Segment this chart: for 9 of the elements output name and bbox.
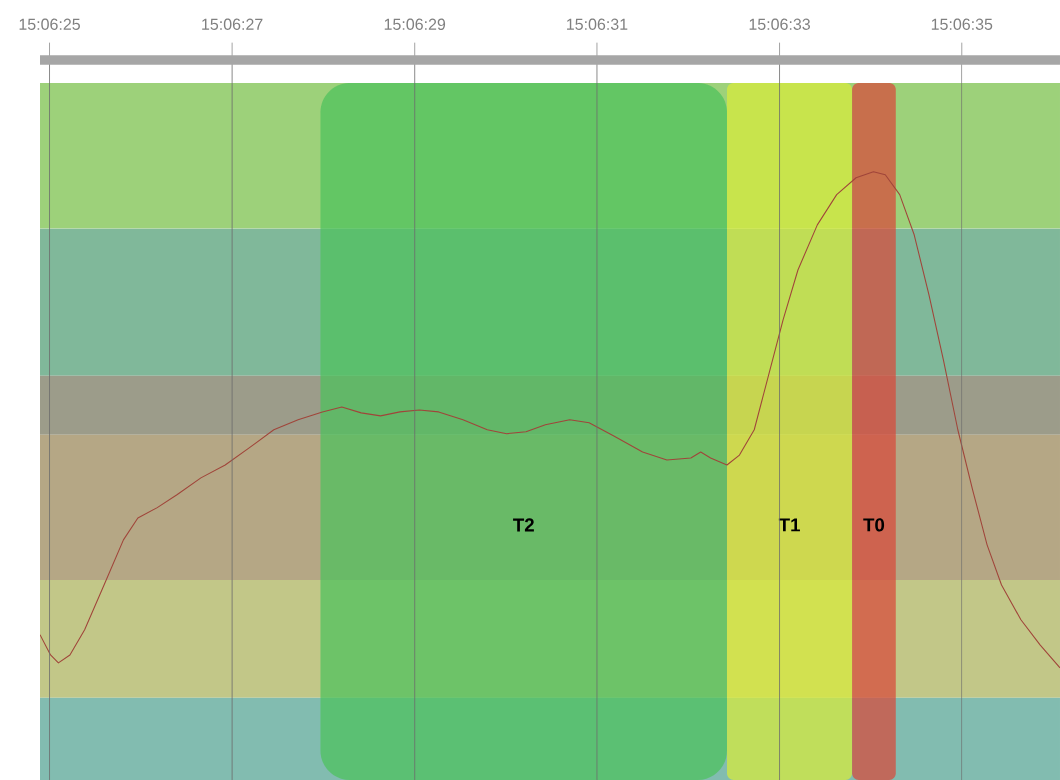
band-label: T1: [778, 518, 800, 532]
x-tick-label: 15:06:27: [202, 18, 263, 30]
band-label: T2: [513, 518, 534, 532]
x-tick-label: 15:06:35: [931, 18, 993, 30]
x-tick-label: 15:06:31: [567, 18, 628, 30]
band-label: T0: [863, 518, 885, 532]
x-tick-label: 15:06:25: [19, 18, 80, 30]
x-tick-label: 15:06:29: [384, 18, 446, 30]
x-tick-label: 15:06:33: [749, 18, 810, 30]
